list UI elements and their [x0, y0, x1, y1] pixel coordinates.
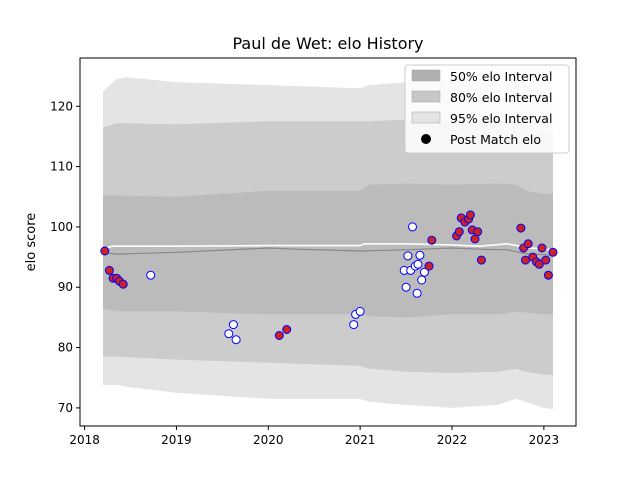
legend-marker	[421, 134, 431, 144]
data-point	[403, 251, 413, 261]
data-point	[419, 267, 429, 277]
legend-swatch	[411, 69, 441, 82]
x-tick-label: 2019	[161, 433, 192, 447]
data-point	[427, 235, 437, 245]
data-point	[454, 227, 464, 237]
data-point	[231, 335, 241, 345]
x-tick-label: 2021	[345, 433, 376, 447]
data-point	[100, 246, 110, 256]
mean-line-1	[102, 247, 554, 256]
data-point	[465, 210, 475, 220]
data-point	[228, 320, 238, 330]
legend-swatch	[411, 111, 441, 124]
legend-label: 50% elo Interval	[450, 69, 552, 84]
data-point	[349, 320, 359, 330]
x-tick-label: 2023	[529, 433, 560, 447]
data-point	[146, 270, 156, 280]
data-point	[118, 279, 128, 289]
data-point	[534, 259, 544, 269]
data-point	[282, 325, 292, 334]
legend-frame	[404, 64, 570, 154]
data-point	[543, 270, 553, 280]
interval-bands	[103, 77, 553, 410]
data-point	[413, 259, 423, 269]
data-point	[401, 282, 411, 292]
data-point	[412, 288, 422, 298]
data-point	[415, 250, 425, 260]
legend-swatch	[411, 90, 441, 103]
legend-label: Post Match elo	[450, 132, 541, 147]
data-point	[516, 223, 526, 233]
y-tick-label: 120	[50, 99, 73, 113]
y-tick-label: 70	[58, 401, 73, 415]
data-point	[473, 227, 483, 237]
x-tick-label: 2020	[253, 433, 284, 447]
post-match-points	[100, 210, 558, 345]
data-point	[523, 239, 533, 249]
data-point	[541, 255, 551, 265]
y-tick-label: 100	[50, 220, 73, 234]
data-point	[274, 331, 284, 340]
legend-label: 80% elo Interval	[450, 90, 552, 105]
x-tick-label: 2018	[69, 433, 100, 447]
data-point	[408, 222, 417, 232]
data-point	[224, 329, 234, 339]
data-point	[548, 247, 558, 257]
data-point	[476, 255, 486, 265]
y-tick-label: 80	[58, 341, 73, 355]
data-point	[537, 243, 547, 253]
data-point	[424, 261, 434, 271]
y-axis: 70 80 90 100 110 120	[50, 99, 80, 415]
data-point	[417, 275, 427, 285]
plot-frame	[79, 57, 577, 427]
x-axis: 2018 2019 2020 2021 2022 2023	[69, 426, 559, 447]
y-tick-label: 90	[58, 280, 73, 294]
legend: 50% elo Interval 80% elo Interval 95% elo …	[404, 64, 570, 154]
data-point	[521, 255, 530, 265]
legend-label: 95% elo Interval	[450, 111, 552, 126]
data-point	[355, 306, 365, 316]
y-axis-label: elo score	[24, 213, 39, 272]
data-point	[470, 234, 480, 244]
y-tick-label: 110	[50, 160, 73, 174]
chart-title: Paul de Wet: elo History	[232, 34, 423, 53]
data-point	[104, 265, 114, 275]
x-tick-label: 2022	[437, 433, 468, 447]
